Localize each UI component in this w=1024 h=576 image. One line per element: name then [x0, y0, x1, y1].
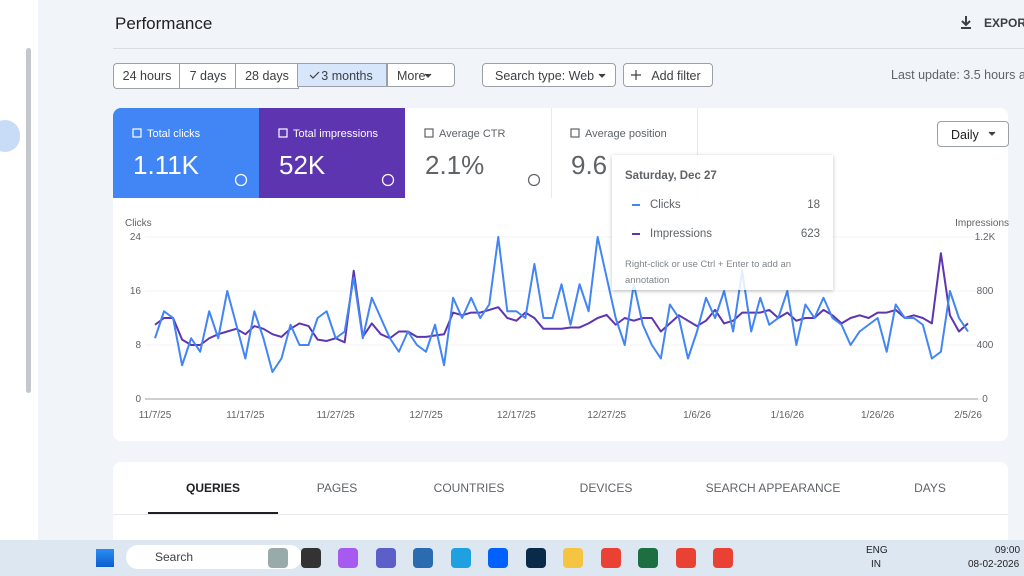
- tab-divider: [113, 514, 1008, 515]
- taskbar-app[interactable]: [413, 548, 433, 568]
- x-tick-label: 1/26/26: [861, 410, 895, 421]
- tooltip-hint: Right-click or use Ctrl + Enter to add a…: [625, 257, 795, 289]
- taskbar-app[interactable]: [676, 548, 696, 568]
- x-tick-label: 12/7/25: [409, 410, 443, 421]
- tabs-card: [113, 462, 1008, 552]
- series-line: [155, 237, 968, 372]
- tab[interactable]: COUNTRIES: [399, 481, 539, 495]
- x-tick-label: 1/6/26: [683, 410, 711, 421]
- tooltip-swatch: [632, 204, 640, 206]
- y2-tick-label: 400: [977, 340, 994, 351]
- tooltip-date: Saturday, Dec 27: [625, 170, 717, 182]
- tab[interactable]: DEVICES: [536, 481, 676, 495]
- tab[interactable]: SEARCH APPEARANCE: [703, 481, 843, 495]
- y-tick-label: 24: [130, 232, 142, 243]
- taskbar-region: IN: [871, 559, 881, 570]
- x-tick-label: 12/17/25: [497, 410, 536, 421]
- y2-tick-label: 0: [982, 394, 988, 405]
- tooltip-series: Impressions: [650, 228, 712, 240]
- y2-tick-label: 800: [977, 286, 994, 297]
- taskbar-app[interactable]: [338, 548, 358, 568]
- x-tick-label: 11/27/25: [317, 410, 356, 421]
- y2-tick-label: 1.2K: [975, 232, 996, 243]
- x-tick-label: 1/16/26: [771, 410, 805, 421]
- tooltip-value: 623: [801, 228, 820, 240]
- taskbar-app[interactable]: [713, 548, 733, 568]
- tab[interactable]: QUERIES: [143, 481, 283, 495]
- tooltip-swatch: [632, 233, 640, 235]
- x-tick-label: 2/5/26: [954, 410, 982, 421]
- y-tick-label: 8: [135, 340, 141, 351]
- taskbar-search-text: Search: [155, 550, 193, 564]
- taskbar-app[interactable]: [601, 548, 621, 568]
- taskbar-time: 09:00: [995, 545, 1020, 556]
- taskbar-date: 08-02-2026: [968, 559, 1019, 570]
- y2-axis-label: Impressions: [955, 218, 1009, 229]
- taskbar-app[interactable]: [526, 548, 546, 568]
- tooltip: Saturday, Dec 27 Clicks 18 Impressions 6…: [612, 155, 833, 290]
- tooltip-value: 18: [807, 199, 820, 211]
- tab[interactable]: DAYS: [860, 481, 1000, 495]
- taskbar-app[interactable]: [488, 548, 508, 568]
- tooltip-series: Clicks: [650, 199, 681, 211]
- x-tick-label: 12/27/25: [587, 410, 626, 421]
- x-tick-label: 11/7/25: [139, 410, 172, 421]
- taskbar-app[interactable]: [563, 548, 583, 568]
- start-button[interactable]: [96, 549, 114, 567]
- tab[interactable]: PAGES: [267, 481, 407, 495]
- taskbar-app[interactable]: [376, 548, 396, 568]
- icons: [133, 16, 995, 186]
- taskbar-app[interactable]: [268, 548, 288, 568]
- x-tick-label: 11/17/25: [226, 410, 265, 421]
- taskbar-app[interactable]: [301, 548, 321, 568]
- y-axis-label: Clicks: [125, 218, 152, 229]
- taskbar-app[interactable]: [451, 548, 471, 568]
- y-tick-label: 16: [130, 286, 142, 297]
- y-tick-label: 0: [135, 394, 141, 405]
- taskbar-lang: ENG: [866, 545, 888, 556]
- series-line: [155, 253, 968, 345]
- taskbar-app[interactable]: [638, 548, 658, 568]
